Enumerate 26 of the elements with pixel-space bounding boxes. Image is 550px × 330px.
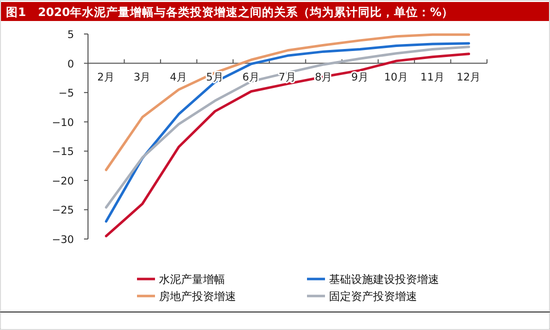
x-tick-label: 4月: [170, 71, 188, 84]
legend-item: 固定资产投资增速: [307, 290, 417, 303]
legend-label: 固定资产投资增速: [329, 290, 417, 303]
y-tick-label: −10: [52, 116, 74, 129]
legend-label: 房地产投资增速: [159, 290, 236, 303]
x-tick-label: 7月: [278, 71, 296, 84]
x-tick-label: 9月: [351, 71, 369, 84]
x-tick-label: 2月: [97, 71, 115, 84]
y-tick-label: −30: [52, 234, 74, 246]
x-tick-label: 10月: [384, 71, 409, 84]
x-tick-label: 11月: [420, 71, 445, 84]
y-tick-label: −20: [52, 175, 74, 188]
y-tick-label: −25: [52, 204, 74, 217]
x-tick-label: 6月: [242, 71, 260, 84]
y-tick-label: 0: [67, 58, 74, 70]
chart-title: 图1 2020年水泥产量增幅与各类投资增速之间的关系（均为累计同比，单位：%）: [6, 5, 454, 19]
legend-label: 基础设施建设投资增速: [329, 273, 439, 286]
legend-label: 水泥产量增幅: [159, 273, 225, 286]
x-tick-label: 3月: [134, 71, 152, 84]
legend-item: 水泥产量增幅: [137, 273, 225, 286]
y-tick-label: −5: [58, 88, 74, 100]
y-tick-label: 5: [67, 29, 74, 41]
y-tick-label: −15: [52, 146, 74, 158]
x-tick-label: 12月: [456, 71, 482, 84]
legend-item: 基础设施建设投资增速: [307, 273, 439, 286]
legend-item: 房地产投资增速: [137, 290, 236, 303]
